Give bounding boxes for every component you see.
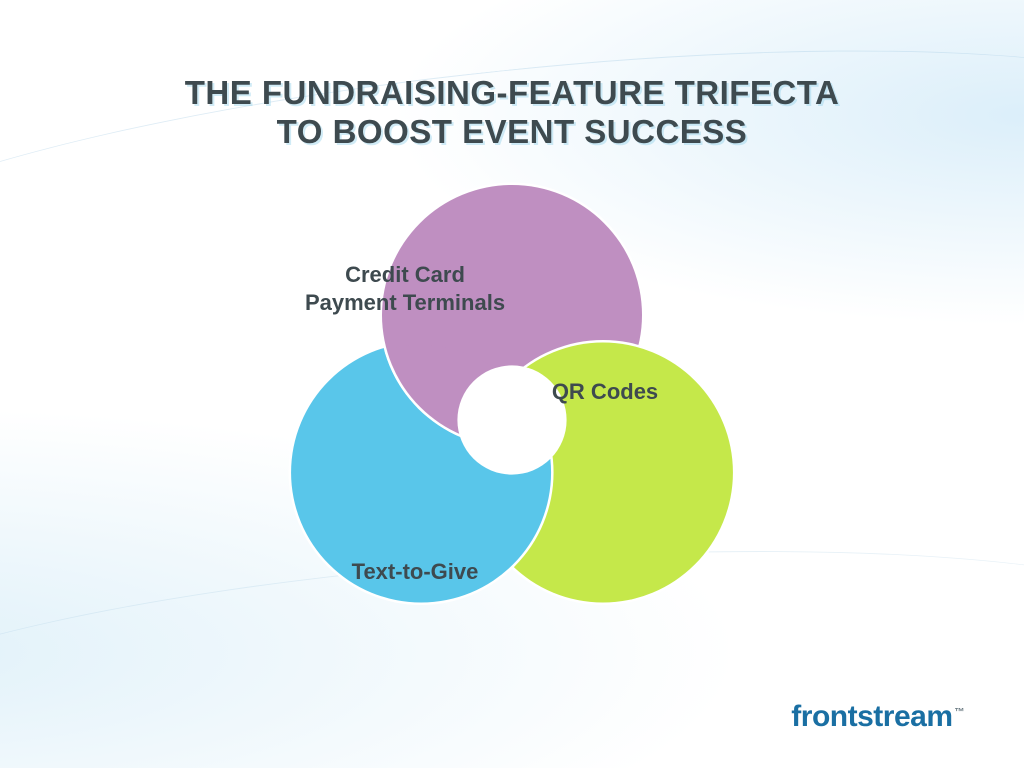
title-line-1: THE FUNDRAISING-FEATURE TRIFECTA [0,74,1024,113]
label-credit-card: Credit Card Payment Terminals [290,261,520,316]
brand-logo-tm: ™ [955,707,965,718]
brand-logo: frontstream™ [791,700,964,734]
brand-logo-text: frontstream [791,700,952,733]
label-text-to-give: Text-to-Give [315,558,515,586]
trifecta-svg [0,170,1024,768]
page-title: THE FUNDRAISING-FEATURE TRIFECTA TO BOOS… [0,74,1024,152]
label-qr-codes: QR Codes [530,378,680,406]
trifecta-diagram: Credit Card Payment Terminals QR Codes Tex… [0,170,1024,768]
title-line-2: TO BOOST EVENT SUCCESS [0,113,1024,152]
